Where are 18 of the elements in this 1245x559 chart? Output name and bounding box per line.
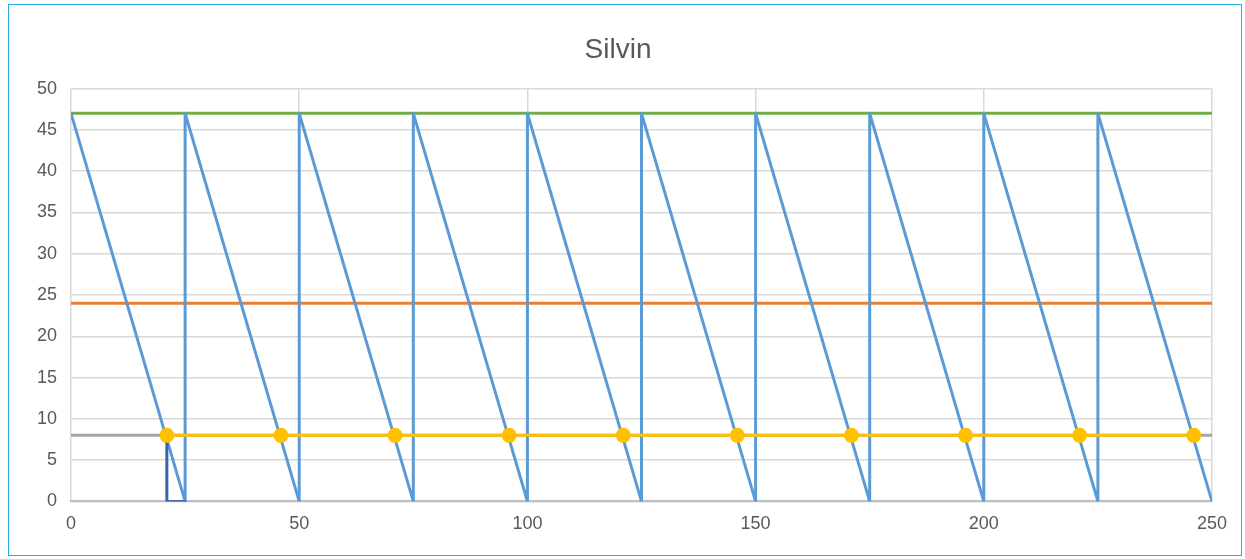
y-tick-label: 35 [36, 201, 58, 222]
y-tick-label: 30 [36, 242, 58, 263]
y-tick-label: 45 [36, 118, 58, 139]
y-tick-label: 0 [47, 490, 58, 511]
y-tick-label: 15 [36, 366, 58, 387]
x-tick-label: 250 [1196, 513, 1228, 534]
x-tick-label: 200 [968, 513, 999, 534]
y-tick-label: 20 [36, 325, 58, 346]
x-tick-label: 0 [66, 513, 77, 534]
y-tick-label: 10 [36, 407, 58, 428]
x-tick-label: 50 [289, 513, 310, 534]
x-tick-label: 150 [740, 513, 771, 534]
y-tick-label: 50 [36, 77, 58, 98]
y-tick-label: 40 [36, 160, 58, 181]
x-tick-label: 100 [512, 513, 543, 534]
chart-title: Silvin [584, 32, 652, 64]
y-tick-label: 5 [47, 449, 58, 470]
y-tick-label: 25 [36, 283, 58, 304]
